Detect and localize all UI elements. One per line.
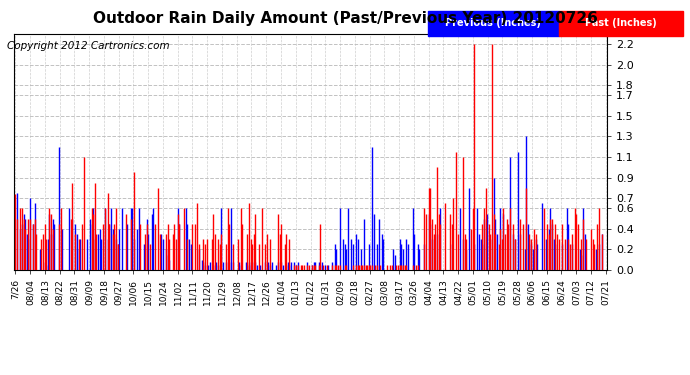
Bar <box>428 11 559 36</box>
Text: Copyright 2012 Cartronics.com: Copyright 2012 Cartronics.com <box>7 41 170 51</box>
Bar <box>559 11 683 36</box>
Text: Previous (Inches): Previous (Inches) <box>446 18 541 28</box>
Text: Outdoor Rain Daily Amount (Past/Previous Year) 20120726: Outdoor Rain Daily Amount (Past/Previous… <box>92 11 598 26</box>
Text: Past (Inches): Past (Inches) <box>585 18 657 28</box>
